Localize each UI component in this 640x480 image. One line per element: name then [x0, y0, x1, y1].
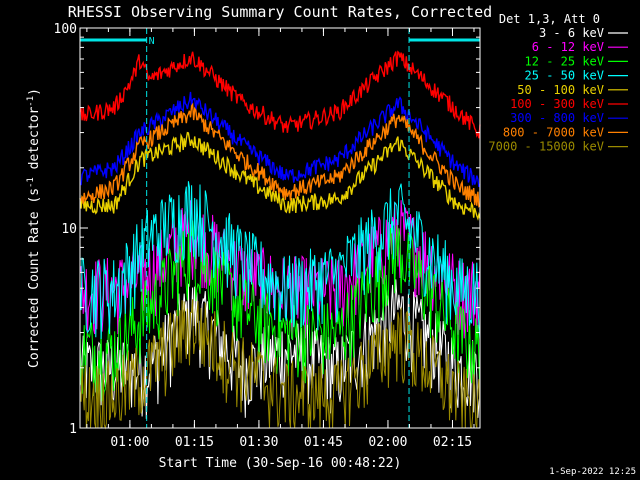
y-axis-title-base: Corrected Count Rate (s [27, 188, 42, 368]
y-axis-title-sup2: -1 [26, 96, 36, 107]
legend-label: 25 - 50 keV [525, 69, 604, 83]
y-axis-title: Corrected Count Rate (s-1 detector-1) [26, 88, 42, 368]
x-axis-ticks: 01:00 01:15 01:30 01:45 02:00 02:15 [86, 28, 475, 450]
legend-label: 6 - 12 keV [532, 40, 604, 54]
y-axis-ticks: 1 10 100 [54, 22, 480, 437]
y-axis-title-end: ) [27, 88, 42, 96]
chart-title: RHESSI Observing Summary Count Rates, Co… [68, 3, 492, 21]
legend-label: 12 - 25 keV [525, 54, 604, 68]
flag-label: N [149, 36, 155, 47]
y-tick-label: 10 [61, 222, 77, 237]
series-6-12-kev [79, 200, 481, 339]
y-tick-label: 1 [69, 422, 77, 437]
x-tick-label: 01:30 [239, 435, 278, 450]
x-axis-title: Start Time (30-Sep-16 00:48:22) [159, 456, 402, 471]
series-25-50-kev [79, 181, 481, 340]
x-tick-label: 01:15 [175, 435, 214, 450]
footer-date-stamp: 1-Sep-2022 12:25 [549, 467, 636, 477]
legend-title: Det 1,3, Att 0 [499, 12, 600, 26]
series-line [79, 131, 481, 221]
y-axis-title-sup1: -1 [26, 177, 36, 188]
legend-label: 7000 - 15000 keV [488, 140, 604, 154]
x-tick-label: 02:15 [433, 435, 472, 450]
y-tick-label: 100 [54, 22, 77, 37]
series-line [79, 200, 481, 339]
legend-label: 50 - 100 keV [517, 83, 604, 97]
series-line [79, 181, 481, 340]
series-50-100-kev [79, 131, 481, 221]
legend-label: 3 - 6 keV [539, 26, 604, 40]
x-tick-label: 01:45 [304, 435, 343, 450]
x-tick-label: 02:00 [368, 435, 407, 450]
legend-label: 300 - 800 keV [510, 111, 604, 125]
y-axis-title-mid: detector [27, 107, 42, 178]
series-line [79, 220, 481, 402]
legend-label: 100 - 300 keV [510, 97, 604, 111]
legend-label: 800 - 7000 keV [503, 125, 604, 139]
series-12-25-kev [79, 220, 481, 402]
x-tick-label: 01:00 [110, 435, 149, 450]
